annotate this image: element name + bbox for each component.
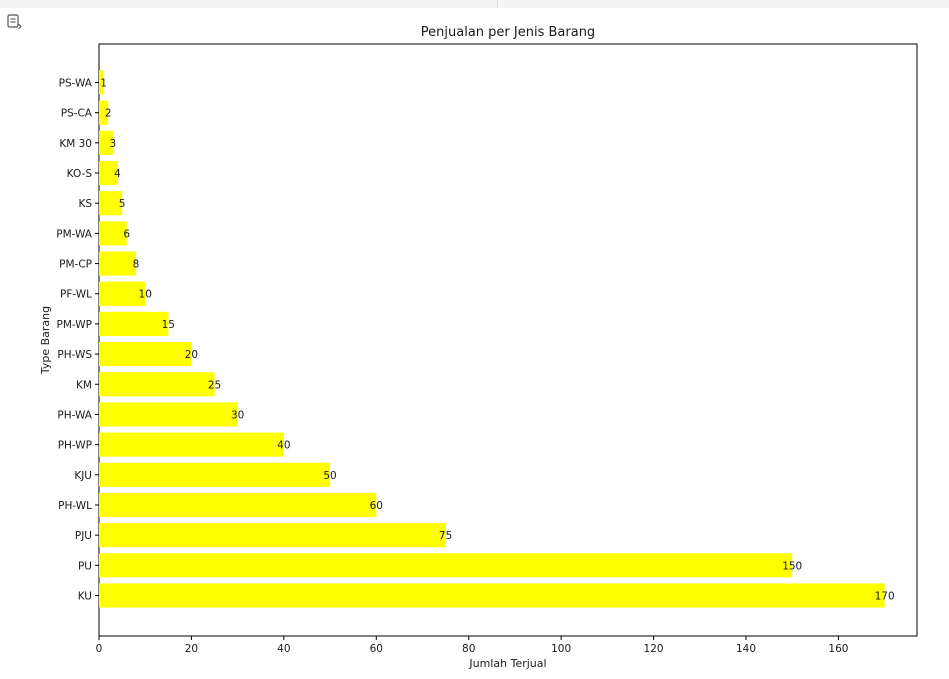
y-tick-label: PH-WA bbox=[57, 409, 92, 421]
y-tick-label: KM 30 bbox=[59, 138, 92, 150]
output-expand-icon[interactable] bbox=[6, 13, 24, 31]
plot-frame bbox=[98, 43, 918, 637]
bars-group: 170 150 75 60 50 40 30 25 20 15 10 8 6 5 4 3 2 1 bbox=[99, 70, 895, 608]
bar-value-label: 75 bbox=[439, 530, 452, 542]
bar-ks bbox=[99, 191, 123, 216]
x-tick-label: 120 bbox=[644, 643, 664, 655]
bar-value-label: 25 bbox=[208, 379, 221, 391]
bar-value-label: 5 bbox=[119, 198, 126, 210]
bar-value-label: 20 bbox=[185, 349, 198, 361]
bar-pm-wp bbox=[99, 311, 169, 336]
bar-value-label: 8 bbox=[133, 259, 140, 271]
bar-pju bbox=[99, 523, 446, 548]
y-tick-label: PF-WL bbox=[60, 289, 92, 301]
y-tick-label: PH-WP bbox=[58, 440, 92, 452]
bar-ph-ws bbox=[99, 342, 192, 367]
bar-pm-wa bbox=[99, 221, 127, 246]
y-tick-label: KS bbox=[78, 198, 92, 210]
bar-value-label: 1 bbox=[100, 78, 107, 90]
bar-value-label: 4 bbox=[114, 168, 121, 180]
bar-pm-cp bbox=[99, 251, 136, 276]
bar-ps-ca bbox=[99, 100, 109, 125]
x-tick-label: 60 bbox=[370, 643, 383, 655]
bar-kju bbox=[99, 462, 331, 487]
x-tick-label: 20 bbox=[185, 643, 198, 655]
y-tick-label: KJU bbox=[74, 470, 92, 482]
bar-value-label: 150 bbox=[782, 560, 802, 572]
bar-ko-s bbox=[99, 160, 118, 186]
x-tick-label: 0 bbox=[96, 643, 103, 655]
y-tick-label: PH-WL bbox=[58, 500, 92, 512]
bar-km bbox=[99, 372, 215, 397]
bar-value-label: 50 bbox=[323, 470, 336, 482]
y-tick-label: PH-WS bbox=[57, 349, 92, 361]
bar-value-label: 60 bbox=[370, 500, 383, 512]
y-tick-label: KM bbox=[76, 379, 92, 391]
y-axis-label: Type Barang bbox=[39, 306, 52, 375]
bar-value-label: 2 bbox=[105, 108, 112, 120]
bar-ph-wl bbox=[99, 492, 377, 518]
y-tick-label: KO-S bbox=[67, 168, 93, 180]
bar-ph-wa bbox=[99, 402, 238, 427]
y-tick-label: PS-CA bbox=[61, 108, 93, 120]
y-tick-label: PJU bbox=[75, 530, 92, 542]
top-strip-divider bbox=[497, 0, 498, 8]
x-tick-label: 100 bbox=[551, 643, 571, 655]
y-tick-label: PU bbox=[78, 560, 92, 572]
y-tick-label: PM-CP bbox=[59, 259, 92, 271]
y-tick-label: KU bbox=[78, 591, 92, 603]
y-tick-label: PS-WA bbox=[59, 78, 93, 90]
bar-value-label: 6 bbox=[123, 228, 130, 240]
chart-title: Penjualan per Jenis Barang bbox=[421, 25, 595, 40]
bar-ph-wp bbox=[99, 432, 284, 457]
bar-value-label: 10 bbox=[139, 289, 152, 301]
x-tick-label: 160 bbox=[828, 643, 848, 655]
bar-km-30 bbox=[99, 130, 113, 155]
bar-value-label: 40 bbox=[277, 440, 290, 452]
x-tick-label: 40 bbox=[277, 643, 290, 655]
bar-value-label: 3 bbox=[110, 138, 117, 150]
bar-ps-wa bbox=[99, 70, 104, 95]
y-tick-label: PM-WP bbox=[57, 319, 92, 331]
bar-pf-wl bbox=[99, 281, 146, 306]
x-axis-label: Jumlah Terjual bbox=[468, 657, 546, 670]
y-tick-label: PM-WA bbox=[56, 228, 93, 240]
y-axis-ticks: KU PU PJU PH-WL KJU PH-WP PH-WA KM PH-WS PM-WP PF-… bbox=[56, 78, 99, 603]
x-axis-ticks: 0 20 40 60 80 100 120 140 160 bbox=[96, 636, 848, 655]
bar-value-label: 30 bbox=[231, 409, 244, 421]
bar-ku bbox=[99, 583, 885, 608]
x-tick-label: 80 bbox=[462, 643, 475, 655]
bar-value-label: 15 bbox=[162, 319, 175, 331]
x-tick-label: 140 bbox=[736, 643, 756, 655]
notebook-top-strip bbox=[0, 0, 949, 8]
bar-pu bbox=[99, 553, 793, 578]
bar-value-label: 170 bbox=[875, 591, 895, 603]
